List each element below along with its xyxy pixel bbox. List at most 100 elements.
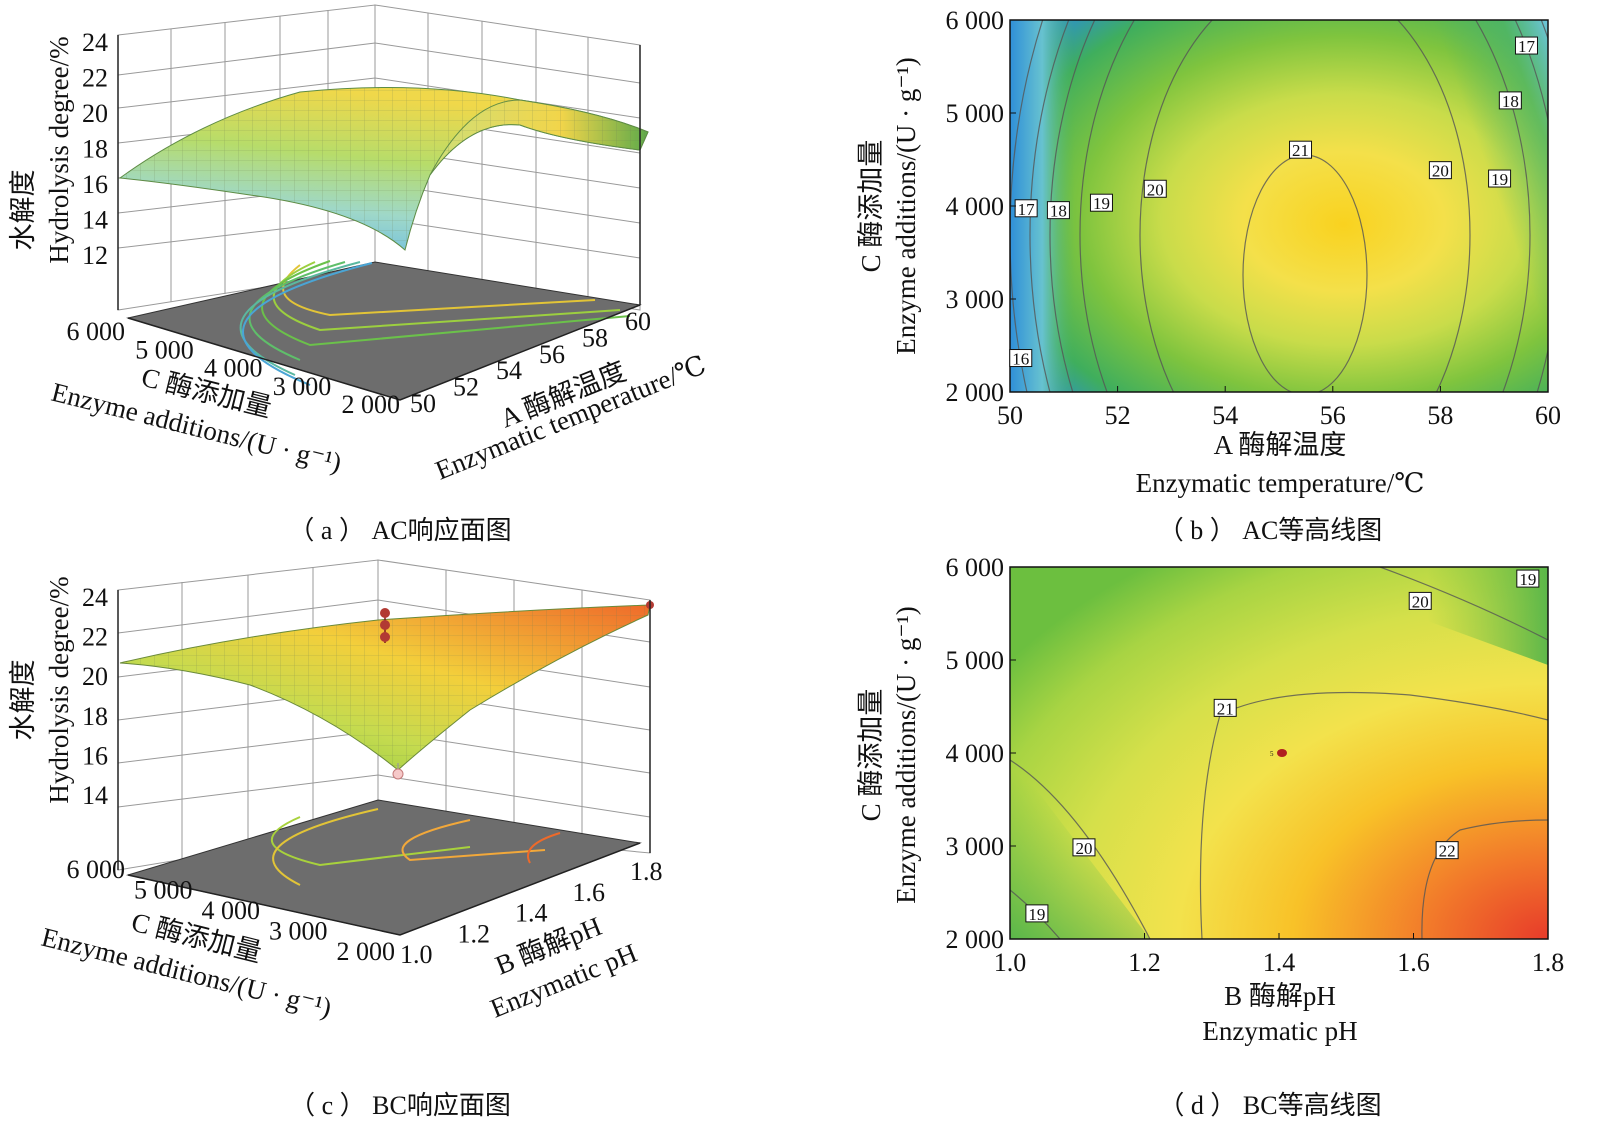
contour-label: 18 xyxy=(1046,201,1070,221)
y-tick-label: 4 000 xyxy=(946,192,1005,221)
xlabel-cn: A 酶解温度 xyxy=(1214,430,1347,460)
contour-label: 20 xyxy=(1143,179,1167,199)
y-ticks: 6 000 5 000 4 000 3 000 2 000 xyxy=(67,317,401,419)
panel-c-surface-chart: 24 22 20 18 16 14 1.0 1.2 1.4 1.6 1.8 6 000 5 000 4… xyxy=(8,559,663,1024)
x-tick-label: 50 xyxy=(997,401,1023,430)
svg-text:5: 5 xyxy=(1270,750,1274,758)
caption-b: （ b ） AC等高线图 xyxy=(1157,516,1383,545)
y-tick-label: 6 000 xyxy=(67,855,126,884)
x-tick-label: 58 xyxy=(1427,401,1453,430)
design-points xyxy=(380,601,654,780)
z-tick-label: 18 xyxy=(82,702,108,731)
y-tick-label: 6 000 xyxy=(946,555,1005,582)
x-tick-label: 50 xyxy=(410,389,436,418)
y-tick-label: 2 000 xyxy=(337,937,396,966)
contour-label: 20 xyxy=(1072,838,1096,858)
y-tick-label: 5 000 xyxy=(946,99,1005,128)
y-ticks: 6 000 5 000 4 000 3 000 2 000 xyxy=(946,6,1016,407)
x-tick-label: 1.6 xyxy=(1397,948,1430,977)
svg-text:20: 20 xyxy=(1075,839,1092,858)
y-tick-label: 2 000 xyxy=(946,925,1005,954)
z-ticks: 24 22 20 18 16 14 xyxy=(82,583,108,810)
ylabel-cn: C 酶添加量 xyxy=(856,689,886,822)
caption-a: （ a ） AC响应面图 xyxy=(288,516,512,545)
svg-text:22: 22 xyxy=(1439,842,1456,861)
contour-label: 16 xyxy=(1009,349,1033,369)
floor-contours xyxy=(270,808,561,886)
contour-label: 21 xyxy=(1289,140,1313,160)
contour-label: 20 xyxy=(1408,591,1432,611)
z-tick-label: 20 xyxy=(82,662,108,691)
y-tick-label: 4 000 xyxy=(202,896,261,925)
y-tick-label: 6 000 xyxy=(946,6,1005,35)
x-tick-label: 54 xyxy=(1212,401,1238,430)
y-tick-label: 2 000 xyxy=(946,378,1005,407)
y-tick-label: 3 000 xyxy=(269,917,328,946)
contour-labels: 19 20 21 20 22 19 xyxy=(1025,569,1540,924)
contour-label: 20 xyxy=(1428,161,1452,181)
contour-label: 19 xyxy=(1089,193,1113,213)
x-ticks: 1.0 1.2 1.4 1.6 1.8 xyxy=(400,857,663,969)
svg-text:19: 19 xyxy=(1491,170,1508,189)
y-tick-label: 3 000 xyxy=(946,285,1005,314)
contour-labels: 17 18 19 20 21 20 19 18 17 16 xyxy=(1009,36,1538,369)
svg-text:20: 20 xyxy=(1147,180,1164,199)
svg-text:16: 16 xyxy=(1012,350,1029,369)
x-tick-label: 1.2 xyxy=(458,919,491,948)
x-ticks: 1.0 1.2 1.4 1.6 1.8 xyxy=(994,933,1564,977)
svg-text:19: 19 xyxy=(1093,194,1110,213)
x-tick-label: 56 xyxy=(539,340,565,369)
contour-label: 18 xyxy=(1498,91,1522,111)
svg-text:19: 19 xyxy=(1028,905,1045,924)
ylabel-en: Enzyme additions/(U · g⁻¹) xyxy=(891,606,921,904)
floor-contours xyxy=(239,260,631,386)
z-tick-label: 12 xyxy=(82,241,108,270)
z-tick-label: 18 xyxy=(82,135,108,164)
x-tick-label: 56 xyxy=(1320,401,1346,430)
svg-text:21: 21 xyxy=(1292,141,1309,160)
zlabel-en: Hydrolysis degree/% xyxy=(44,36,74,263)
panel-a-surface-chart: 24 22 20 18 16 14 12 50 52 54 56 58 60 6 000 5 000 4 … xyxy=(8,4,710,486)
z-tick-label: 22 xyxy=(82,623,108,652)
x-tick-label: 1.0 xyxy=(994,948,1027,977)
contour-label: 19 xyxy=(1516,569,1540,589)
ylabel-en: Enzyme additions/(U · g⁻¹) xyxy=(891,57,921,355)
x-ticks: 50 52 54 56 58 60 xyxy=(410,307,651,418)
x-tick-label: 52 xyxy=(453,373,479,402)
y-tick-label: 3 000 xyxy=(273,372,332,401)
xlabel-en: Enzymatic temperature/℃ xyxy=(1136,468,1425,498)
z-tick-label: 24 xyxy=(82,583,108,612)
axis-frame xyxy=(117,35,641,401)
x-tick-label: 1.0 xyxy=(400,940,433,969)
y-ticks: 6 000 5 000 4 000 3 000 2 000 xyxy=(946,555,1016,954)
svg-text:17: 17 xyxy=(1018,200,1036,219)
x-tick-label: 60 xyxy=(1535,401,1561,430)
x-tick-label: 1.2 xyxy=(1128,948,1161,977)
x-tick-label: 54 xyxy=(496,356,522,385)
x-tick-label: 52 xyxy=(1105,401,1131,430)
svg-text:21: 21 xyxy=(1217,699,1234,718)
ylabel-cn: C 酶添加量 xyxy=(856,140,886,273)
svg-text:20: 20 xyxy=(1432,162,1449,181)
z-tick-label: 24 xyxy=(82,28,108,57)
svg-text:20: 20 xyxy=(1412,592,1429,611)
svg-text:18: 18 xyxy=(1050,202,1067,221)
y-tick-label: 6 000 xyxy=(67,317,126,346)
panel-b-contour-chart: 17 18 19 20 21 20 19 18 17 16 50 52 54 56 58 60 6 000 5… xyxy=(856,6,1561,498)
x-tick-label: 60 xyxy=(625,307,651,336)
zlabel-cn: 水解度 xyxy=(8,170,38,251)
contour-label: 21 xyxy=(1213,698,1237,718)
x-tick-label: 1.8 xyxy=(630,857,663,886)
y-tick-label: 2 000 xyxy=(342,390,401,419)
y-tick-label: 5 000 xyxy=(135,335,194,364)
contour-label: 17 xyxy=(1514,36,1538,56)
svg-text:17: 17 xyxy=(1518,37,1536,56)
caption-d: （ d ） BC等高线图 xyxy=(1158,1091,1382,1120)
zlabel-cn: 水解度 xyxy=(8,660,38,741)
y-tick-label: 3 000 xyxy=(946,832,1005,861)
y-ticks: 6 000 5 000 4 000 3 000 2 000 xyxy=(67,855,396,966)
y-tick-label: 4 000 xyxy=(204,354,263,383)
caption-c: （ c ） BC响应面图 xyxy=(289,1091,511,1120)
y-tick-label: 5 000 xyxy=(946,646,1005,675)
z-tick-label: 14 xyxy=(82,206,108,235)
